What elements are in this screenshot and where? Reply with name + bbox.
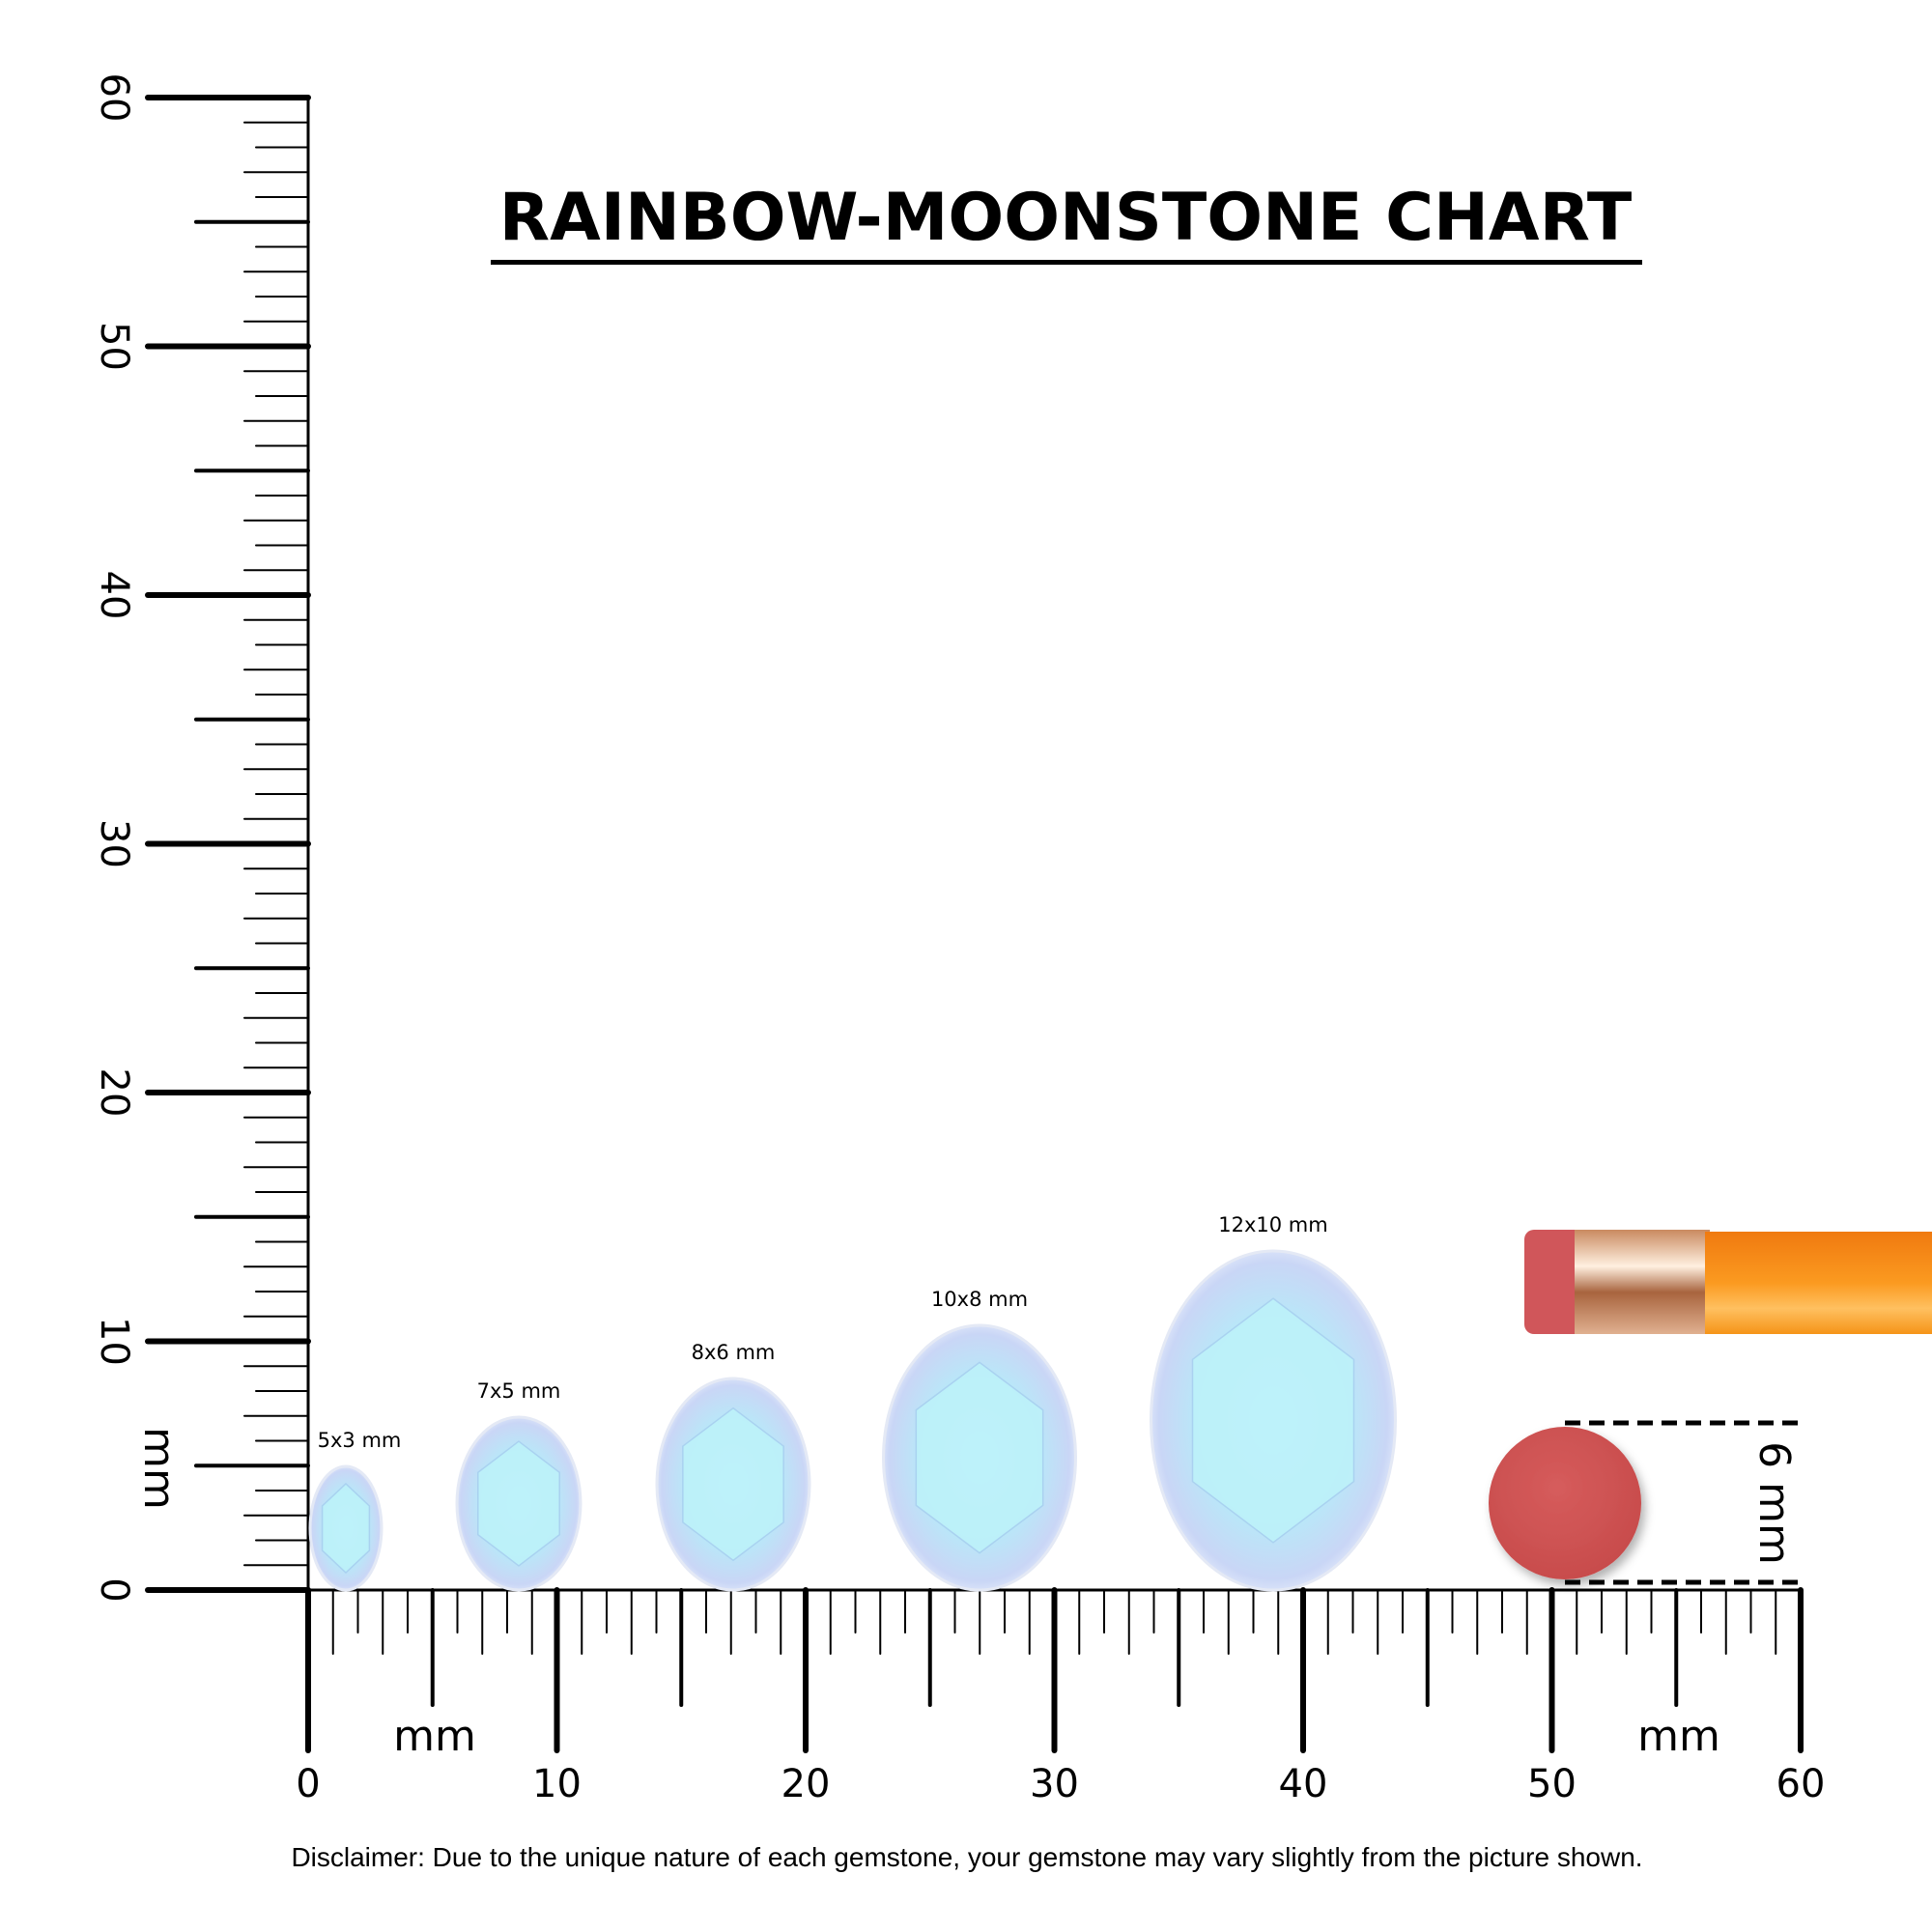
gem-12x10mm: 12x10 mm xyxy=(1150,1213,1397,1592)
y-tick-label: 50 xyxy=(92,322,136,371)
gem-8x6mm: 8x6 mm xyxy=(655,1341,811,1592)
gem-size-label: 7x5 mm xyxy=(477,1379,561,1403)
x-unit-label-right: mm xyxy=(1637,1712,1720,1761)
gem-size-label: 8x6 mm xyxy=(692,1341,776,1364)
y-tick-label: 40 xyxy=(92,571,136,620)
y-tick-label: 20 xyxy=(92,1068,136,1118)
y-tick-label: 0 xyxy=(92,1577,136,1602)
pencil-icon xyxy=(1524,1230,1932,1334)
gem-table-facet xyxy=(1191,1297,1355,1544)
x-tick-label: 0 xyxy=(296,1762,320,1806)
gem-table-facet xyxy=(915,1361,1044,1554)
x-tick-label: 30 xyxy=(1030,1762,1079,1806)
reference-size-label: 6 mm xyxy=(1749,1441,1799,1565)
eraser-reference: 6 mm xyxy=(1489,1420,1799,1585)
x-tick-label: 50 xyxy=(1527,1762,1577,1806)
gem-5x3mm: 5x3 mm xyxy=(308,1429,402,1592)
gem-table-facet xyxy=(682,1406,784,1562)
x-tick-label: 10 xyxy=(532,1762,582,1806)
eraser-circle-icon xyxy=(1489,1427,1641,1579)
gem-size-label: 5x3 mm xyxy=(318,1429,402,1452)
y-tick-label: 10 xyxy=(92,1317,136,1366)
y-tick-label: 30 xyxy=(92,819,136,868)
chart-title: RAINBOW-MOONSTONE CHART xyxy=(499,180,1633,256)
gem-table-facet xyxy=(477,1440,560,1567)
title-underline xyxy=(491,260,1642,265)
ruler: 0 0 10 10 20 20 30 30 40 40 50 50 60 60 xyxy=(92,73,1825,1806)
gem-10x8mm: 10x8 mm xyxy=(882,1288,1077,1592)
y-unit-label: mm xyxy=(134,1427,184,1510)
gem-7x5mm: 7x5 mm xyxy=(455,1379,582,1592)
disclaimer: Disclaimer: Due to the unique nature of … xyxy=(291,1842,1642,1872)
x-tick-label: 40 xyxy=(1279,1762,1328,1806)
x-tick-label: 20 xyxy=(781,1762,831,1806)
gem-row: 5x3 mm 7x5 mm 8x6 mm 10x8 mm 12x10 mm xyxy=(308,1213,1397,1592)
x-tick-label: 60 xyxy=(1776,1762,1826,1806)
gem-size-label: 12x10 mm xyxy=(1218,1213,1327,1236)
x-unit-label-left: mm xyxy=(393,1712,476,1761)
gem-size-label: 10x8 mm xyxy=(931,1288,1028,1311)
y-tick-label: 60 xyxy=(92,73,136,123)
gem-table-facet xyxy=(321,1482,371,1575)
